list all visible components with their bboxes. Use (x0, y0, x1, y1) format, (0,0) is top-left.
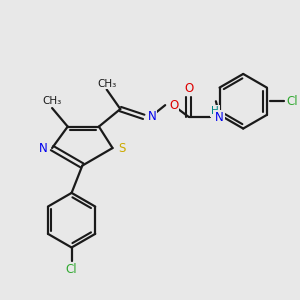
Text: Cl: Cl (286, 95, 298, 108)
Text: O: O (184, 82, 193, 95)
Text: O: O (169, 99, 178, 112)
Text: CH₃: CH₃ (43, 96, 62, 106)
Text: S: S (118, 142, 126, 154)
Text: CH₃: CH₃ (97, 79, 116, 88)
Text: N: N (215, 111, 224, 124)
Text: Cl: Cl (66, 263, 77, 276)
Text: N: N (38, 142, 47, 154)
Text: H: H (211, 106, 219, 116)
Text: N: N (148, 110, 156, 123)
